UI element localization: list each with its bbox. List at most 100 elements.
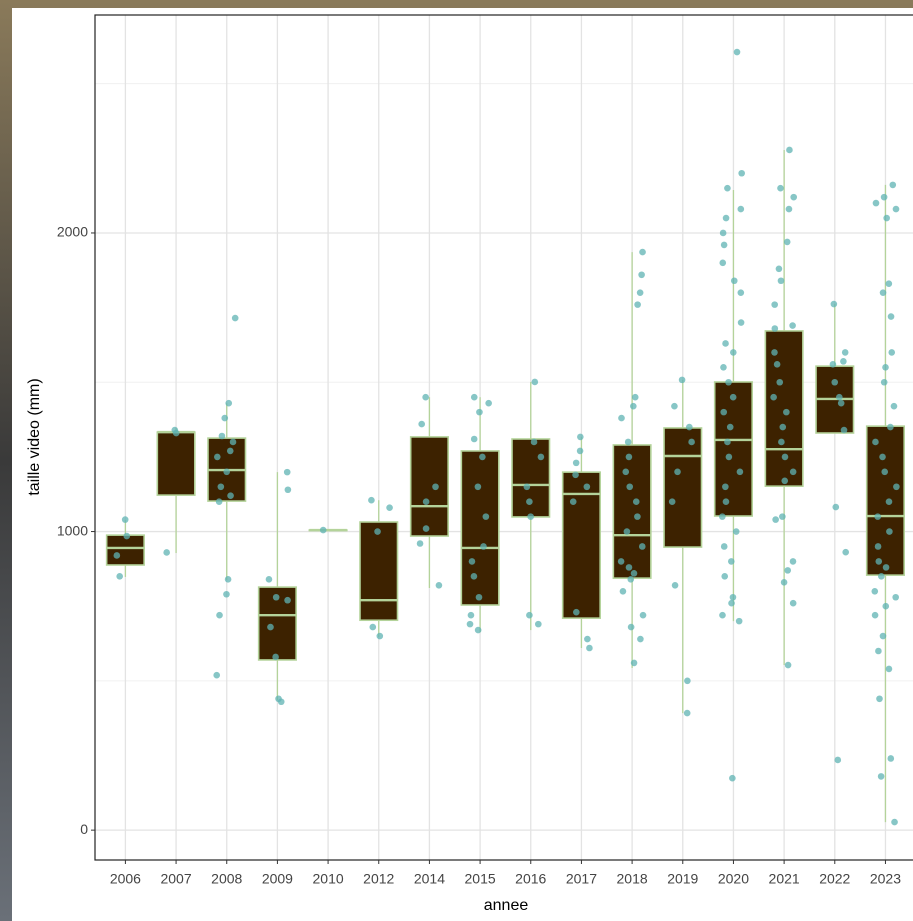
point [841, 349, 849, 356]
point [721, 573, 729, 580]
point [422, 393, 429, 401]
point [523, 483, 531, 491]
point [781, 453, 789, 461]
point [829, 361, 837, 368]
point [779, 513, 786, 520]
point [877, 773, 885, 780]
point [123, 532, 131, 540]
point [879, 632, 887, 640]
point [374, 528, 381, 535]
x-tick-label: 2012 [363, 871, 394, 887]
box [511, 438, 551, 518]
point [874, 513, 882, 520]
point [265, 576, 273, 583]
box [561, 471, 601, 619]
point [470, 435, 478, 443]
point [163, 549, 170, 556]
point [737, 205, 745, 213]
point [719, 513, 726, 520]
point [638, 543, 646, 550]
point [880, 193, 888, 201]
x-tick-label: 2007 [160, 871, 191, 887]
point [225, 399, 233, 407]
x-tick-label: 2009 [262, 871, 293, 887]
point [720, 364, 727, 371]
point [466, 620, 474, 628]
point [624, 438, 632, 446]
point [283, 468, 291, 476]
point [569, 498, 577, 505]
point [671, 402, 678, 410]
point [888, 349, 896, 356]
point [783, 238, 791, 246]
point [719, 611, 726, 619]
point [223, 590, 230, 598]
point [724, 184, 731, 192]
point [625, 453, 633, 461]
point [284, 596, 291, 604]
y-tick-label: 1000 [57, 522, 88, 538]
box [612, 444, 652, 579]
point [636, 289, 644, 296]
point [224, 576, 232, 583]
point [226, 447, 234, 455]
box [865, 425, 905, 576]
point [776, 378, 784, 386]
point [627, 623, 635, 631]
point [625, 564, 633, 571]
point [874, 543, 882, 550]
point [879, 289, 887, 296]
point [632, 498, 640, 505]
box [663, 427, 703, 548]
point [284, 486, 292, 494]
point [771, 301, 778, 308]
point [634, 513, 641, 520]
point [840, 358, 847, 365]
point [475, 593, 483, 601]
point [775, 265, 783, 273]
point [892, 593, 899, 601]
point [480, 543, 487, 550]
point [885, 280, 893, 288]
point [485, 399, 492, 407]
point [369, 623, 377, 631]
point [223, 468, 231, 476]
point [770, 393, 777, 401]
point [871, 587, 879, 595]
point [720, 241, 728, 249]
point [887, 423, 894, 431]
point [376, 632, 384, 640]
point [116, 573, 123, 580]
point [683, 709, 691, 717]
box [156, 431, 196, 496]
point [686, 423, 693, 431]
point [889, 181, 897, 189]
marks [105, 48, 905, 826]
point [668, 498, 676, 505]
point [622, 468, 630, 476]
point [619, 587, 627, 595]
panel-border [94, 14, 913, 861]
point [784, 661, 792, 669]
point [772, 516, 779, 523]
point [777, 277, 785, 285]
point [730, 277, 738, 285]
point [535, 620, 542, 628]
point [623, 528, 631, 535]
point [572, 471, 579, 479]
point [875, 558, 883, 565]
point [722, 498, 730, 505]
x-tick-label: 2006 [110, 871, 141, 887]
point [573, 608, 580, 616]
point [217, 483, 225, 491]
point [671, 582, 679, 589]
point [418, 420, 425, 428]
point [840, 426, 848, 434]
point [213, 671, 221, 679]
point [277, 698, 285, 706]
point [887, 313, 895, 320]
point [882, 602, 890, 610]
point [842, 548, 850, 556]
point [368, 496, 375, 504]
point [720, 408, 728, 416]
